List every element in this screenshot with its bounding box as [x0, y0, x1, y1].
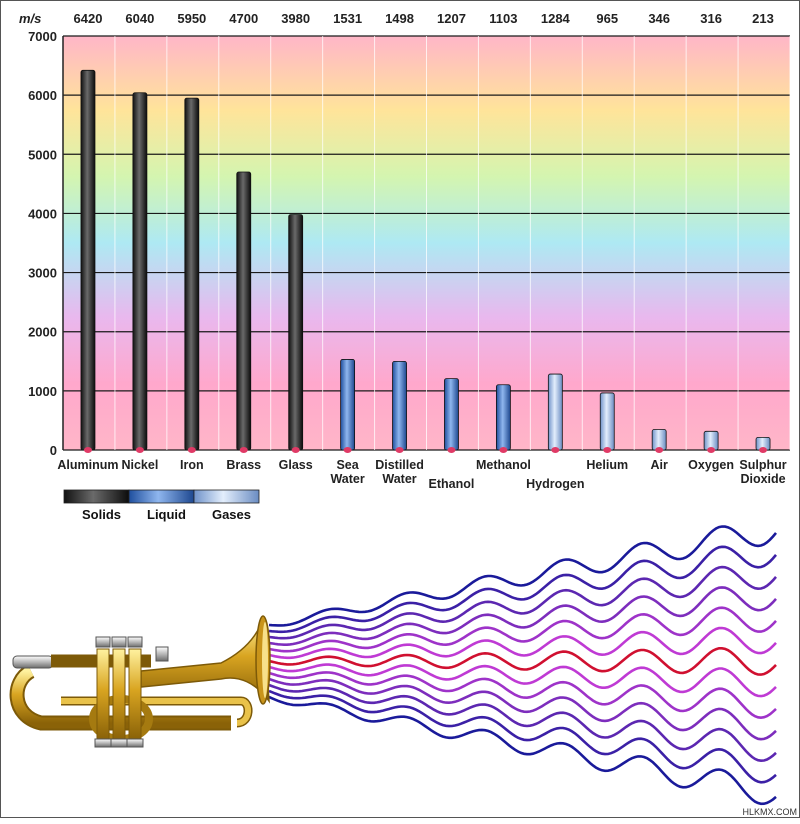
bar — [495, 384, 511, 451]
y-tick-label: 7000 — [28, 29, 57, 44]
bar-base-dot — [551, 447, 560, 453]
legend-swatch — [63, 489, 130, 504]
bar — [547, 373, 563, 451]
category-label: Dioxide — [740, 472, 785, 486]
bar-base-dot — [83, 447, 92, 453]
category-labels: Aluminum Nickel Iron Brass Glass SeaWaterDist… — [57, 458, 786, 491]
category-label: Hydrogen — [526, 477, 584, 491]
bar — [392, 361, 407, 451]
category-label: Nickel — [121, 458, 158, 472]
bar-base-dot — [603, 447, 612, 453]
category-label: Aluminum — [57, 458, 118, 472]
value-label: 1531 — [333, 11, 362, 26]
value-label: 316 — [700, 11, 722, 26]
bar — [340, 359, 356, 451]
bar — [132, 92, 148, 451]
sound-wave — [268, 671, 777, 720]
sound-wave — [268, 689, 777, 784]
bar-base-dot — [707, 447, 716, 453]
sound-wave — [268, 626, 777, 660]
bar-base-dot — [655, 447, 664, 453]
value-label: 5950 — [177, 11, 206, 26]
bar-base-dot — [291, 447, 300, 453]
value-label: 213 — [752, 11, 774, 26]
sound-wave — [268, 677, 777, 741]
category-label: Water — [330, 472, 364, 486]
y-tick-label: 1000 — [28, 384, 57, 399]
category-label: Distilled — [375, 458, 424, 472]
value-label: 1103 — [489, 11, 517, 26]
category-label: Water — [382, 472, 416, 486]
value-label: 3980 — [281, 11, 310, 26]
bar — [288, 214, 304, 451]
sound-wave — [268, 695, 777, 806]
legend-label: Liquid — [147, 507, 186, 522]
category-label: Oxygen — [688, 458, 734, 472]
y-tick-label: 6000 — [28, 88, 57, 103]
category-label: Ethanol — [429, 477, 475, 491]
category-label: Brass — [226, 458, 261, 472]
value-label: 346 — [648, 11, 670, 26]
category-label: Methanol — [476, 458, 531, 472]
category-label: Sea — [336, 458, 359, 472]
bar — [184, 97, 200, 451]
value-label: 965 — [596, 11, 618, 26]
bar — [599, 392, 615, 451]
axes: 0 1000 2000 3000 4000 5000 6000 7000 — [28, 29, 64, 458]
bar — [651, 429, 667, 451]
sound-wave — [268, 545, 777, 634]
category-label: Glass — [279, 458, 313, 472]
sound-wave — [268, 525, 777, 627]
bar-base-dot — [135, 447, 144, 453]
legend: Solids Liquid Gases — [63, 489, 260, 522]
y-tick-label: 2000 — [28, 325, 57, 340]
bar — [80, 69, 96, 451]
category-label: Sulphur — [739, 458, 786, 472]
legend-swatch — [128, 489, 195, 504]
bar — [236, 171, 252, 451]
value-label: 1284 — [541, 11, 571, 26]
sound-wave — [268, 606, 777, 653]
bar-base-dot — [759, 447, 768, 453]
sound-wave — [268, 683, 777, 763]
legend-swatch — [193, 489, 260, 504]
bar-base-dot — [239, 447, 248, 453]
y-tick-label: 5000 — [28, 147, 57, 162]
bar-base-dot — [395, 447, 404, 453]
value-label: 1498 — [385, 11, 414, 26]
y-tick-label: 3000 — [28, 266, 57, 281]
legend-label: Solids — [82, 507, 121, 522]
bar-base-dot — [343, 447, 352, 453]
y-tick-label: 4000 — [28, 206, 57, 221]
sound-waves — [268, 525, 777, 806]
legend-label: Gases — [212, 507, 251, 522]
sound-wave — [268, 586, 777, 646]
y-tick-label: 0 — [50, 443, 57, 458]
credit-text: HLKMX.COM — [742, 807, 797, 817]
value-label: 1207 — [437, 11, 466, 26]
bar-base-dot — [447, 447, 456, 453]
bar-base-dot — [187, 447, 196, 453]
bar — [444, 378, 459, 451]
value-label: 4700 — [229, 11, 258, 26]
sound-wave — [268, 565, 777, 640]
sound-wave — [268, 647, 777, 676]
category-label: Air — [650, 458, 668, 472]
category-label: Helium — [586, 458, 628, 472]
value-labels: 6420 6040 5950 4700 3980 1531 1498 1207 1103 1284… — [74, 11, 774, 26]
sound-wave — [268, 663, 777, 698]
bar-base-dot — [499, 447, 508, 453]
value-label: 6040 — [125, 11, 154, 26]
bars — [80, 69, 771, 453]
trumpet-illustration — [9, 615, 271, 748]
value-label: 6420 — [74, 11, 103, 26]
unit-label: m/s — [19, 11, 41, 26]
category-label: Iron — [180, 458, 204, 472]
